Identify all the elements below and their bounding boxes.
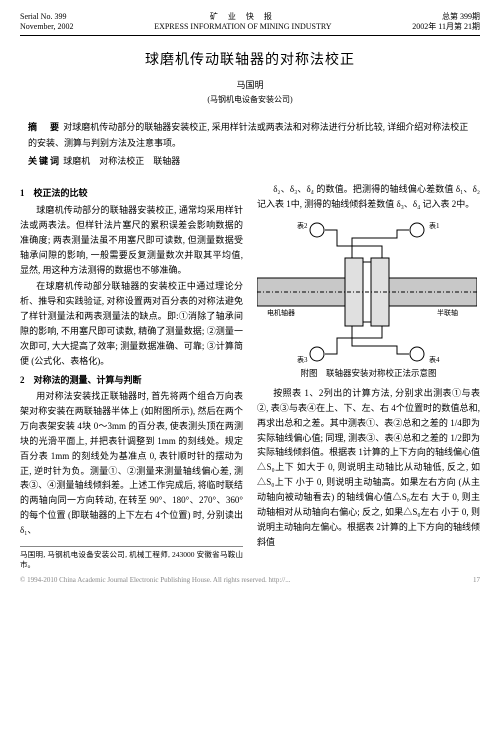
section-1-head: 1 校正法的比较: [20, 186, 243, 201]
page-number: 17: [473, 575, 480, 586]
date-en: November, 2002: [20, 22, 73, 32]
header-left: Serial No. 399 November, 2002: [20, 12, 73, 33]
journal-cn: 矿 业 快 报: [154, 12, 331, 22]
coupling-figure: 表1 表2 表4 表3 电机轴器 半联轴 附图 联轴器安装对称校正法示意图: [257, 218, 480, 380]
coupling-svg: 表1 表2 表4 表3 电机轴器 半联轴: [257, 218, 477, 363]
keywords-text: 球磨机 对称法校正 联轴器: [63, 156, 180, 166]
page-header: Serial No. 399 November, 2002 矿 业 快 报 EX…: [20, 12, 480, 36]
para-r1: δ₂、δ₃、δ₄ 的数值。把测得的轴线偏心差数值 δ₁、δ₂记入表 1中, 测得…: [257, 182, 480, 212]
footnote-block: 马国明, 马钢机电设备安装公司, 机械工程师, 243000 安徽省马鞍山市。: [20, 546, 243, 571]
para-l3: 用对称法安装找正联轴器时, 首先将两个组合万向表架对称安装在两联轴器半体上 (如…: [20, 389, 243, 537]
abstract-label: 摘 要: [28, 122, 61, 132]
keywords-label: 关键词: [28, 156, 61, 166]
header-right: 总第 399期 2002年 11月第 21期: [412, 12, 480, 33]
keywords-block: 关键词 球磨机 对称法校正 联轴器: [20, 155, 480, 169]
watermark-line: © 1994-2010 China Academic Journal Elect…: [20, 575, 480, 586]
fig-label-b2: 表2: [297, 221, 308, 230]
right-column: δ₂、δ₃、δ₄ 的数值。把测得的轴线偏心差数值 δ₁、δ₂记入表 1中, 测得…: [257, 182, 480, 570]
para-l1: 球磨机传动部分的联轴器安装校正, 通常均采用样针法或两表法。但样针法片塞尺的累积…: [20, 203, 243, 277]
para-r2: 按照表 1、2列出的计算方法, 分别求出测表①与表②, 表③与表④在上、下、左、…: [257, 386, 480, 549]
watermark-text: © 1994-2010 China Academic Journal Elect…: [20, 576, 291, 584]
body-columns: 1 校正法的比较 球磨机传动部分的联轴器安装校正, 通常均采用样针法或两表法。但…: [20, 182, 480, 570]
fig-label-b3: 表3: [297, 355, 308, 363]
issue-total: 总第 399期: [412, 12, 480, 22]
journal-en: EXPRESS INFORMATION OF MINING INDUSTRY: [154, 22, 331, 32]
left-column: 1 校正法的比较 球磨机传动部分的联轴器安装校正, 通常均采用样针法或两表法。但…: [20, 182, 243, 570]
article-title: 球磨机传动联轴器的对称法校正: [20, 50, 480, 71]
fig-label-half: 半联轴: [437, 308, 458, 317]
header-center: 矿 业 快 报 EXPRESS INFORMATION OF MINING IN…: [154, 12, 331, 33]
fig-label-b4: 表4: [429, 355, 440, 363]
fig-label-motor: 电机轴器: [267, 308, 295, 317]
fig-label-b1: 表1: [429, 221, 440, 230]
para-l2: 在球磨机传动部分联轴器的安装校正中通过理论分析、推导和实践验证, 对称设置两对百…: [20, 279, 243, 368]
section-2-head: 2 对称法的测量、计算与判断: [20, 373, 243, 388]
page-root: Serial No. 399 November, 2002 矿 业 快 报 EX…: [0, 0, 500, 597]
issue-date: 2002年 11月第 21期: [412, 22, 480, 32]
author-name: 马国明: [20, 79, 480, 93]
serial-no: Serial No. 399: [20, 12, 73, 22]
figure-caption: 附图 联轴器安装对称校正法示意图: [257, 366, 480, 380]
author-affiliation: (马钢机电设备安装公司): [20, 94, 480, 106]
abstract-text: 对球磨机传动部分的联轴器安装校正, 采用样针法或两表法和对称法进行分析比较, 详…: [28, 122, 468, 147]
abstract-block: 摘 要 对球磨机传动部分的联轴器安装校正, 采用样针法或两表法和对称法进行分析比…: [20, 120, 480, 151]
footnote-line1: 马国明, 马钢机电设备安装公司, 机械工程师, 243000 安徽省马鞍山市。: [20, 550, 243, 571]
